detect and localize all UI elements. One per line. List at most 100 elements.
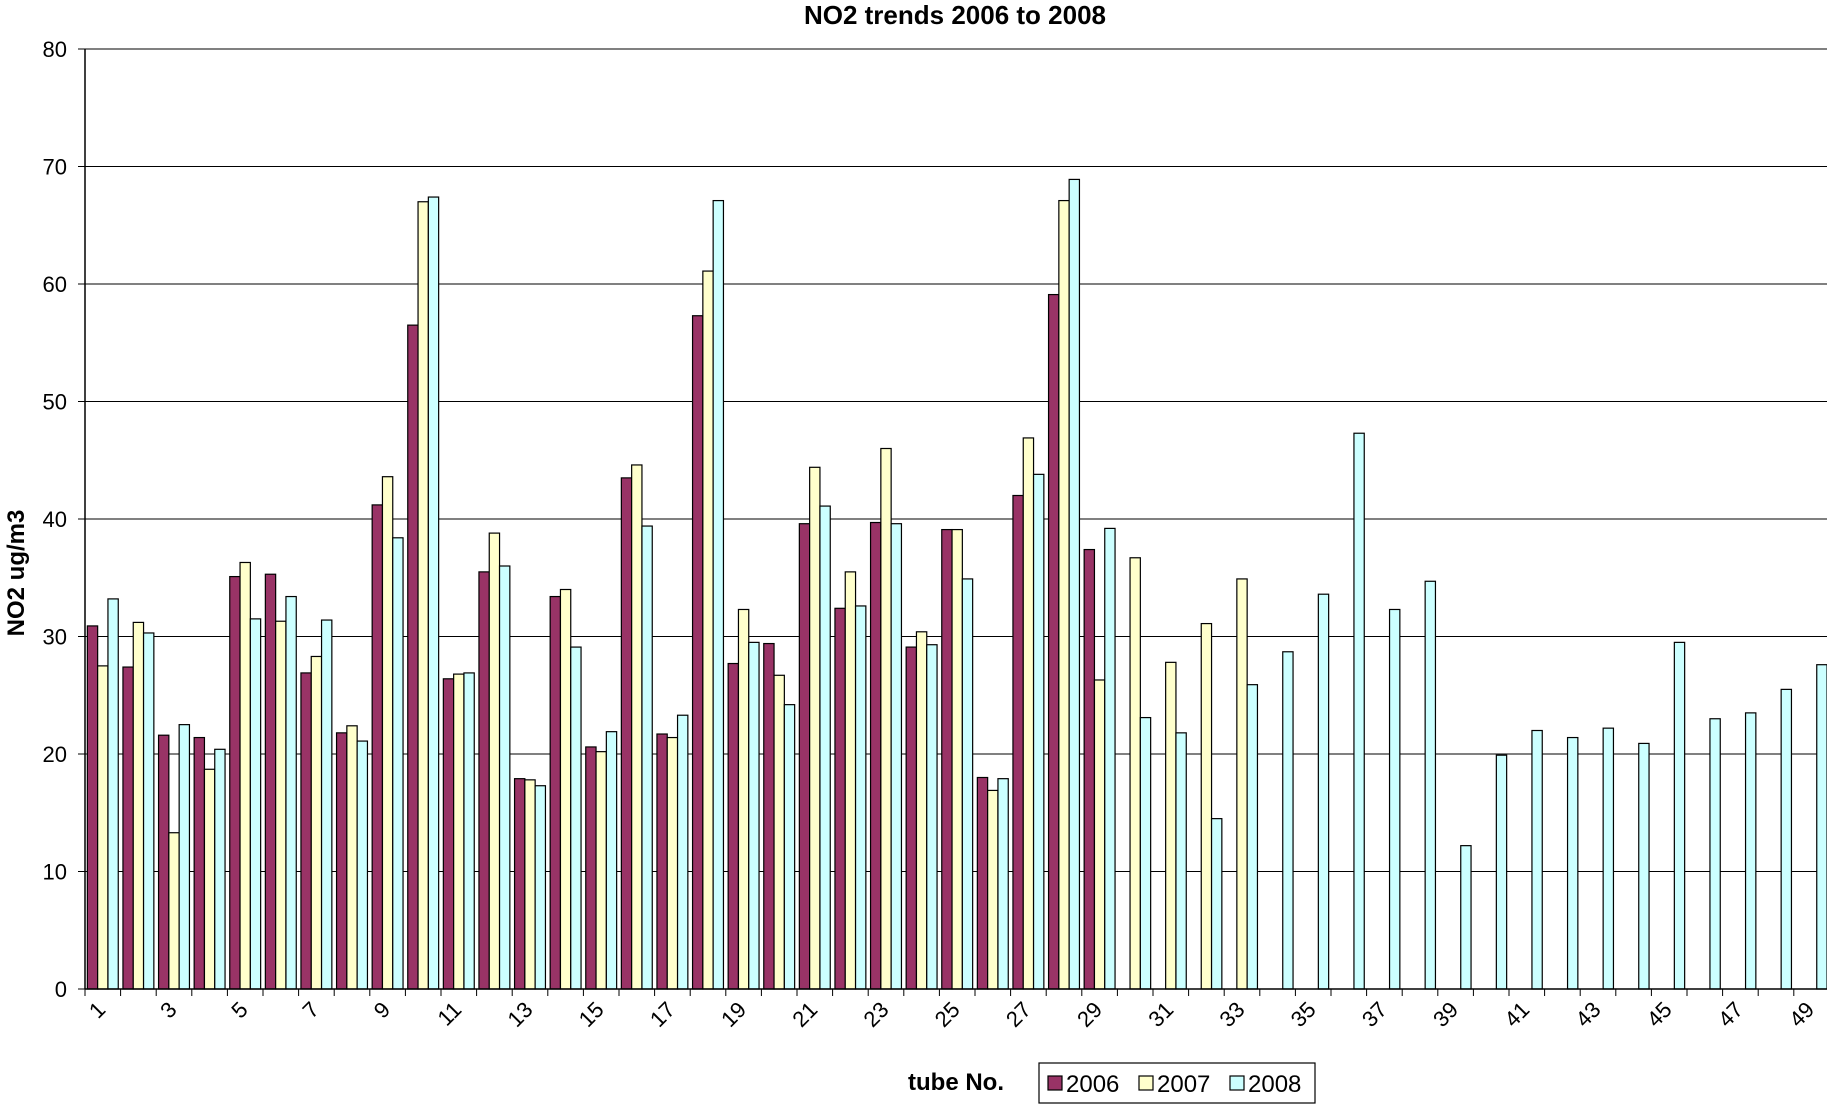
bar-2008-tube-43: [1602, 727, 1615, 990]
bar-2008-tube-41: [1531, 729, 1543, 990]
x-tick-label: 5: [226, 997, 252, 1023]
bar-2007-tube-25: [951, 528, 963, 990]
bar-2007-tube-33: [1236, 578, 1248, 990]
bar-2006-tube-24: [905, 646, 918, 990]
bar-2008-tube-12: [498, 565, 511, 990]
bar-2007-tube-22: [844, 571, 857, 990]
bar-2007-tube-32: [1200, 622, 1213, 990]
x-tick-label: 43: [1571, 997, 1606, 1032]
bar-2006-tube-13: [513, 778, 526, 990]
y-tick-label: 70: [43, 155, 67, 180]
bar-2008-tube-25: [961, 578, 974, 990]
bar-2007-tube-7: [310, 655, 323, 990]
bar-2008-tube-29: [1104, 527, 1116, 990]
x-tick-label: 19: [716, 997, 751, 1032]
bar-2007-tube-9: [381, 476, 394, 990]
legend-swatch-2008: [1229, 1075, 1245, 1091]
bar-2007-tube-28: [1058, 199, 1070, 990]
bar-2008-tube-45: [1673, 641, 1686, 990]
bar-2006-tube-21: [798, 523, 811, 990]
bar-2007-tube-19: [737, 608, 750, 990]
bar-2007-tube-17: [666, 736, 679, 990]
legend-box: [1038, 1062, 1316, 1104]
y-tick-label: 60: [43, 272, 67, 297]
bar-2006-tube-9: [371, 504, 384, 990]
bar-2008-tube-9: [392, 537, 404, 990]
bar-2006-tube-19: [727, 662, 740, 990]
y-tick-label: 0: [55, 977, 67, 1002]
bar-2008-tube-37: [1388, 608, 1401, 990]
bar-2007-tube-31: [1165, 661, 1177, 990]
bar-2008-tube-1: [107, 598, 119, 990]
bar-2006-tube-26: [976, 776, 989, 990]
bar-2008-tube-38: [1424, 580, 1437, 990]
bar-2007-tube-2: [132, 621, 145, 990]
x-tick-label: 1: [84, 997, 110, 1023]
bar-2008-tube-44: [1638, 742, 1650, 990]
x-tick-label: 31: [1143, 997, 1178, 1032]
bar-2008-tube-39: [1460, 845, 1472, 990]
bar-2008-tube-32: [1210, 818, 1223, 990]
bar-2008-tube-10: [427, 196, 440, 990]
bar-2006-tube-11: [442, 678, 455, 990]
bar-2007-tube-12: [488, 532, 501, 990]
x-tick-label: 33: [1215, 997, 1250, 1032]
bar-2008-tube-4: [214, 748, 226, 990]
x-tick-label: 9: [369, 997, 395, 1023]
bar-2008-tube-18: [712, 199, 725, 990]
bar-2008-tube-7: [320, 619, 333, 990]
y-tick-label: 50: [43, 390, 67, 415]
bar-2008-tube-47: [1744, 712, 1757, 990]
bar-2008-tube-13: [534, 785, 547, 990]
bar-2007-tube-23: [880, 447, 892, 990]
bar-2008-tube-23: [890, 523, 903, 990]
bar-2007-tube-16: [631, 464, 643, 990]
bar-2007-tube-14: [559, 588, 572, 990]
legend-label-2006: 2006: [1066, 1071, 1119, 1098]
bar-2008-tube-2: [142, 632, 155, 990]
bar-2008-tube-34: [1282, 651, 1294, 990]
bar-2006-tube-2: [122, 666, 134, 990]
x-tick-label: 23: [859, 997, 894, 1032]
bar-2006-tube-17: [656, 733, 668, 990]
bar-2008-tube-8: [356, 740, 369, 990]
bar-2006-tube-22: [834, 607, 846, 990]
bar-2007-tube-24: [915, 631, 928, 990]
x-tick-label: 37: [1357, 997, 1392, 1032]
bar-2008-tube-40: [1495, 754, 1508, 990]
x-tick-label: 7: [298, 997, 324, 1023]
bar-2007-tube-3: [168, 832, 180, 990]
legend: 2006 2007 2008: [1038, 1062, 1316, 1104]
bar-2007-tube-26: [987, 789, 999, 990]
x-tick-label: 3: [155, 997, 181, 1023]
chart-title: NO2 trends 2006 to 2008: [804, 0, 1106, 30]
bar-2006-tube-1: [86, 625, 99, 990]
y-tick-label: 10: [43, 860, 67, 885]
bar-2007-tube-21: [809, 466, 821, 990]
x-tick-label: 47: [1713, 997, 1748, 1032]
bar-2008-tube-20: [783, 704, 796, 990]
bar-2007-tube-13: [524, 779, 536, 990]
bar-2006-tube-25: [941, 528, 953, 990]
y-tick-label: 20: [43, 742, 67, 767]
bar-2008-tube-6: [285, 595, 297, 990]
x-tick-label: 13: [503, 997, 538, 1032]
x-tick-label: 45: [1642, 997, 1677, 1032]
bar-2006-tube-29: [1083, 548, 1096, 990]
bar-2008-tube-30: [1139, 716, 1152, 990]
bar-2008-tube-36: [1353, 432, 1365, 990]
bar-2007-tube-29: [1093, 679, 1106, 990]
legend-label-2007: 2007: [1157, 1071, 1210, 1098]
x-tick-labels: 1 3 5 7 9 11 13 15 17 19 21 23 25 27 29 31 33 35 37 39 41 43 4…: [84, 997, 1819, 1032]
bar-2007-tube-4: [203, 768, 216, 990]
bar-2008-tube-33: [1246, 684, 1259, 990]
bar-2007-tube-8: [346, 725, 358, 990]
bar-2006-tube-8: [335, 732, 348, 990]
bar-2008-tube-15: [605, 731, 618, 990]
legend-swatch-2006: [1047, 1075, 1063, 1091]
bar-2006-tube-16: [620, 477, 633, 990]
bar-2008-tube-27: [1032, 473, 1045, 990]
axes: [84, 49, 1827, 996]
